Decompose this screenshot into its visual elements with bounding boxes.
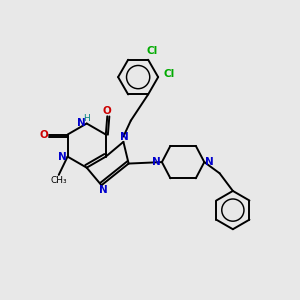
Text: N: N	[120, 132, 128, 142]
Text: H: H	[83, 114, 89, 123]
Text: N: N	[58, 152, 67, 162]
Text: N: N	[99, 185, 107, 195]
Text: Cl: Cl	[163, 69, 174, 79]
Text: N: N	[152, 157, 161, 166]
Text: N: N	[77, 118, 86, 128]
Text: Cl: Cl	[146, 46, 157, 56]
Text: O: O	[103, 106, 112, 116]
Text: N: N	[205, 157, 214, 166]
Text: O: O	[40, 130, 48, 140]
Text: CH₃: CH₃	[50, 176, 67, 185]
